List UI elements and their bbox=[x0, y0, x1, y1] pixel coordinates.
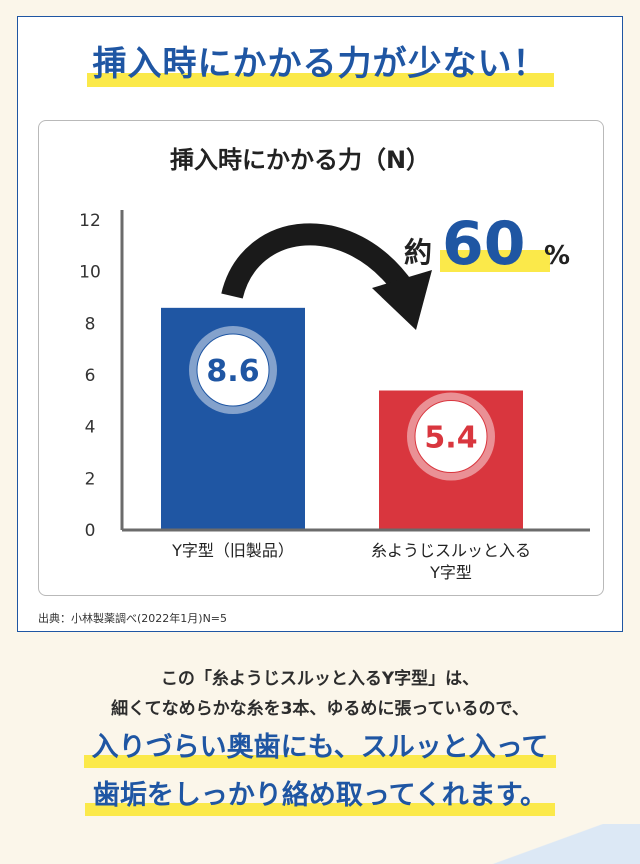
headline-text: 挿入時にかかる力が少ない！ bbox=[86, 36, 554, 87]
x-tick-label: 糸ようじスルッと入る bbox=[371, 541, 531, 560]
y-tick-label: 12 bbox=[79, 211, 101, 231]
footer-line-2: 細くてなめらかな糸を3本、ゆるめに張っているので、 bbox=[111, 699, 529, 719]
x-tick-label: Y字型 bbox=[429, 563, 472, 582]
chart-title: 挿入時にかかる力（N） bbox=[170, 146, 430, 174]
data-label: 8.6 bbox=[206, 354, 259, 389]
footer-line-4: 歯垢をしっかり絡め取ってくれます。 bbox=[84, 772, 556, 820]
source-note: 出典：小林製薬調べ(2022年1月)N=5 bbox=[38, 612, 228, 625]
y-tick-label: 2 bbox=[85, 469, 96, 489]
value-badge bbox=[196, 333, 270, 407]
reduction-callout: 約 60 % bbox=[404, 209, 570, 279]
footer-copy: この「糸ようじスルッと入るY字型」は、 細くてなめらかな糸を3本、ゆるめに張って… bbox=[0, 664, 640, 820]
callout-prefix: 約 bbox=[404, 236, 432, 269]
callout-number: 60 bbox=[442, 209, 526, 279]
y-tick-label: 6 bbox=[85, 366, 96, 386]
y-tick-label: 4 bbox=[85, 418, 96, 438]
x-tick-label: Y字型（旧製品） bbox=[171, 541, 294, 560]
callout-highlight bbox=[440, 250, 550, 272]
footer-line-1: この「糸ようじスルッと入るY字型」は、 bbox=[160, 669, 480, 689]
callout-suffix: % bbox=[544, 241, 570, 271]
y-tick-label: 8 bbox=[85, 314, 96, 334]
decrease-arrowhead bbox=[372, 270, 432, 330]
data-label: 5.4 bbox=[424, 421, 477, 456]
decrease-arrow bbox=[221, 223, 415, 300]
y-tick-label: 10 bbox=[79, 263, 101, 283]
y-tick-label: 0 bbox=[85, 521, 96, 541]
footer-line-3: 入りづらい奥歯にも、スルッと入って bbox=[83, 724, 557, 772]
bar-chart: 挿入時にかかる力（N） 0 2 4 6 8 10 12 8.6 5.4 Y字型（旧製品） 糸よう… bbox=[79, 146, 590, 582]
decorative-swoosh bbox=[480, 824, 640, 864]
headline: 挿入時にかかる力が少ない！ bbox=[0, 36, 640, 87]
value-badge bbox=[414, 400, 488, 474]
